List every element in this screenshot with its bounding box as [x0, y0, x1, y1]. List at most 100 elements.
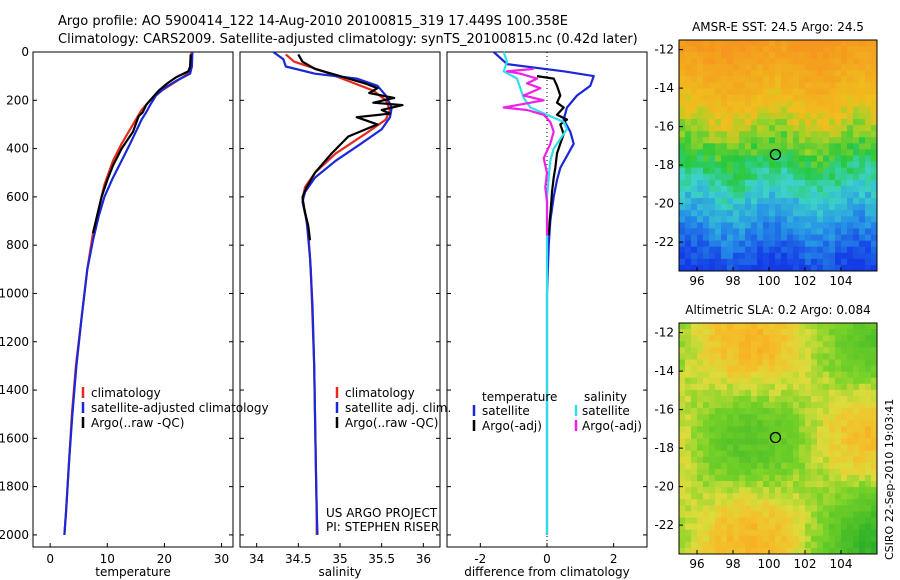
heatmap-cell	[847, 240, 854, 248]
heatmap-cell	[697, 450, 704, 458]
heatmap-cell	[793, 167, 800, 175]
heatmap-cell	[739, 535, 746, 543]
heatmap-cell	[841, 246, 848, 254]
heatmap-cell	[691, 204, 698, 211]
heatmap-cell	[709, 468, 716, 476]
heatmap-cell	[739, 517, 746, 525]
heatmap-cell	[751, 70, 758, 77]
heatmap-cell	[751, 246, 758, 254]
heatmap-cell	[841, 46, 848, 53]
heatmap-cell	[709, 389, 716, 397]
heatmap-cell	[865, 517, 872, 525]
heatmap-cell	[871, 155, 878, 162]
heatmap-cell	[799, 426, 806, 433]
heatmap-cell	[727, 474, 734, 482]
heatmap-cell	[871, 40, 878, 47]
heatmap-cell	[679, 210, 686, 217]
y-tick-label: 1200	[0, 335, 29, 349]
heatmap-cell	[853, 137, 860, 144]
heatmap-cell	[811, 383, 818, 391]
heatmap-cell	[691, 143, 698, 150]
heatmap-cell	[829, 216, 836, 223]
heatmap-cell	[781, 137, 788, 144]
heatmap-cell	[763, 420, 770, 427]
heatmap-cell	[721, 82, 728, 90]
heatmap-cell	[787, 228, 794, 235]
heatmap-cell	[835, 474, 842, 482]
x-tick-label: 34	[249, 552, 264, 566]
heatmap-cell	[805, 222, 812, 229]
heatmap-cell	[679, 414, 686, 421]
heatmap-cell	[805, 191, 812, 199]
heatmap-cell	[787, 547, 794, 555]
heatmap-cell	[787, 517, 794, 525]
plot-frame	[32, 51, 234, 548]
heatmap-cell	[751, 198, 758, 205]
heatmap-cell	[847, 547, 854, 555]
heatmap-cell	[817, 432, 824, 439]
heatmap-cell	[853, 234, 860, 242]
heatmap-cell	[805, 426, 812, 433]
heatmap-cell	[841, 58, 848, 65]
heatmap-cell	[691, 246, 698, 254]
heatmap-cell	[685, 252, 692, 260]
heatmap-cell	[781, 529, 788, 537]
heatmap-cell	[841, 198, 848, 205]
heatmap-cell	[721, 414, 728, 421]
heatmap-cell	[853, 383, 860, 391]
heatmap-cell	[781, 408, 788, 415]
heatmap-cell	[703, 112, 710, 120]
heatmap-cell	[685, 191, 692, 199]
heatmap-cell	[721, 341, 728, 348]
heatmap-cell	[811, 329, 818, 336]
heatmap-cell	[733, 462, 740, 470]
heatmap-cell	[697, 341, 704, 348]
heatmap-cell	[721, 264, 728, 272]
heatmap-cell	[799, 420, 806, 427]
heatmap-cell	[703, 70, 710, 77]
heatmap-cell	[691, 529, 698, 537]
heatmap-cell	[853, 100, 860, 108]
heatmap-cell	[835, 155, 842, 162]
heatmap-cell	[721, 426, 728, 433]
heatmap-cell	[691, 481, 698, 488]
heatmap-cell	[715, 167, 722, 175]
heatmap-cell	[871, 185, 878, 193]
heatmap-cell	[745, 359, 752, 366]
heatmap-cell	[745, 505, 752, 512]
heatmap-cell	[697, 462, 704, 470]
heatmap-cell	[823, 161, 830, 169]
heatmap-cell	[775, 228, 782, 235]
heatmap-cell	[691, 420, 698, 427]
heatmap-cell	[805, 547, 812, 555]
heatmap-cell	[679, 377, 686, 385]
heatmap-cell	[727, 481, 734, 488]
heatmap-cell	[745, 58, 752, 65]
heatmap-cell	[727, 395, 734, 403]
heatmap-cell	[769, 499, 776, 506]
heatmap-cell	[847, 347, 854, 354]
heatmap-cell	[697, 468, 704, 476]
heatmap-cell	[823, 94, 830, 102]
heatmap-cell	[805, 216, 812, 223]
heatmap-cell	[805, 444, 812, 452]
heatmap-cell	[727, 240, 734, 248]
heatmap-cell	[799, 222, 806, 229]
heatmap-cell	[799, 329, 806, 336]
heatmap-cell	[835, 468, 842, 476]
heatmap-cell	[799, 365, 806, 373]
heatmap-cell	[727, 149, 734, 156]
heatmap-cell	[685, 389, 692, 397]
heatmap-cell	[703, 94, 710, 102]
heatmap-cell	[763, 456, 770, 464]
heatmap-cell	[811, 474, 818, 482]
heatmap-cell	[685, 511, 692, 518]
heatmap-cell	[751, 82, 758, 90]
heatmap-cell	[727, 131, 734, 138]
heatmap-cell	[697, 106, 704, 114]
heatmap-cell	[757, 468, 764, 476]
heatmap-cell	[781, 76, 788, 83]
heatmap-cell	[733, 179, 740, 187]
heatmap-cell	[829, 438, 836, 445]
heatmap-cell	[763, 529, 770, 537]
